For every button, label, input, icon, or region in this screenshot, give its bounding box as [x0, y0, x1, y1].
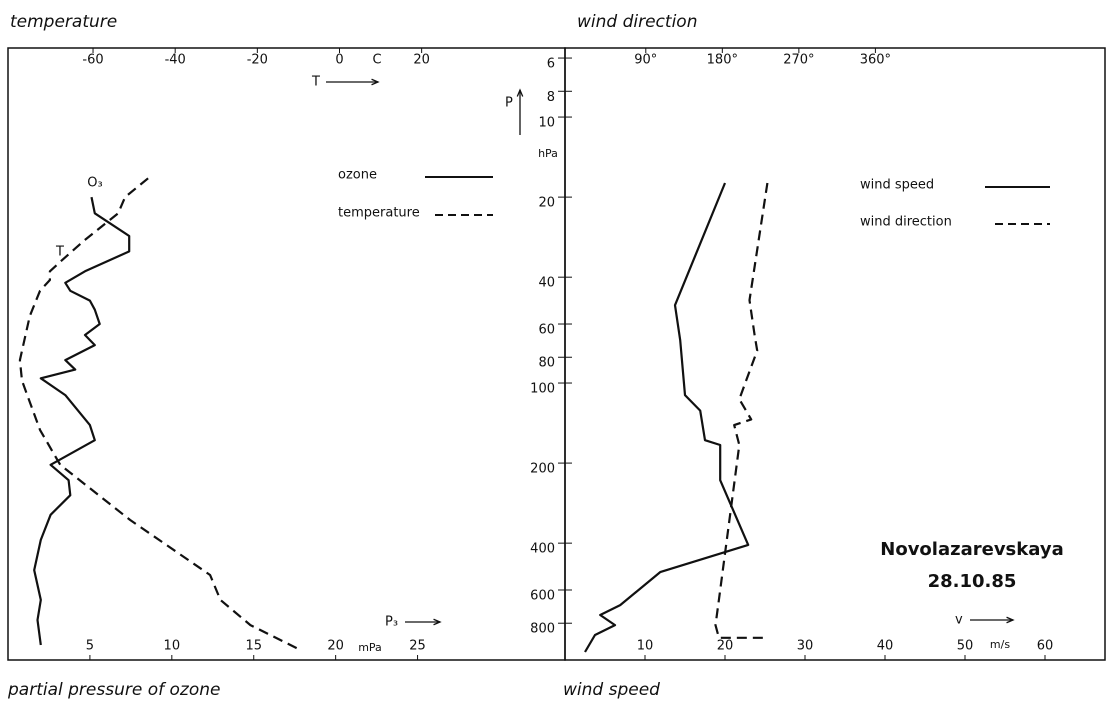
right-frame — [564, 47, 1106, 661]
legend-label: temperature — [338, 206, 420, 221]
y-tick-label: 100 — [530, 382, 555, 397]
bottom-tick-label: 10 — [164, 639, 181, 654]
top-tick-label: -20 — [247, 53, 268, 68]
bottom-tick-label: 25 — [409, 639, 426, 654]
bottom-unit: mPa — [358, 641, 382, 654]
y-tick-label: 10 — [538, 116, 555, 131]
bottom-tick-label: 30 — [797, 639, 814, 654]
top-symbol: T — [311, 75, 320, 90]
series-line — [18, 177, 301, 651]
bottom-tick-label: 40 — [877, 639, 894, 654]
legend-label: wind speed — [860, 178, 934, 193]
curve-label: O₃ — [87, 176, 102, 191]
annotation: 28.10.85 — [928, 571, 1017, 592]
bottom-symbol: v — [955, 613, 963, 628]
y-tick-label: 80 — [538, 356, 555, 371]
bottom-tick-label: 15 — [245, 639, 262, 654]
bottom-unit: m/s — [990, 638, 1010, 651]
bottom-symbol: P₃ — [385, 615, 398, 630]
bottom-arrow-head — [433, 618, 442, 626]
legend-label: ozone — [338, 168, 377, 183]
series-line — [33, 196, 131, 646]
bottom-arrow-head — [1006, 616, 1015, 624]
bottom-tick-label: 20 — [327, 639, 344, 654]
top-tick-label: 270° — [783, 53, 814, 68]
top-tick-label: 360° — [860, 53, 891, 68]
bottom-tick-label: 50 — [957, 639, 974, 654]
curve-label: T — [55, 245, 64, 260]
legend-label: wind direction — [860, 215, 952, 230]
y-tick-label: 800 — [530, 622, 555, 637]
bottom-tick-label: 60 — [1037, 639, 1054, 654]
top-tick-label: 180° — [707, 53, 738, 68]
top-tick-label: -40 — [165, 53, 186, 68]
y-tick-label: 600 — [530, 588, 555, 603]
top-axis-title: wind direction — [577, 12, 697, 32]
annotation: Novolazarevskaya — [880, 539, 1063, 560]
top-tick-label: 90° — [634, 53, 657, 68]
bottom-tick-label: 20 — [717, 639, 734, 654]
top-axis-title: temperature — [10, 12, 117, 32]
top-tick-label: -60 — [82, 53, 103, 68]
top-arrow-head — [371, 78, 380, 86]
bottom-tick-label: 10 — [637, 639, 654, 654]
bottom-axis-title: wind speed — [563, 680, 660, 700]
top-tick-label: 20 — [413, 53, 430, 68]
y-tick-label: 400 — [530, 542, 555, 557]
left-frame — [7, 47, 566, 661]
y-label: P — [505, 96, 513, 111]
top-unit: C — [372, 53, 381, 68]
bottom-tick-label: 5 — [86, 639, 94, 654]
top-tick-label: 0 — [335, 53, 343, 68]
y-unit: hPa — [538, 147, 558, 160]
y-tick-label: 6 — [547, 57, 555, 72]
y-tick-label: 8 — [547, 90, 555, 105]
y-tick-label: 200 — [530, 462, 555, 477]
y-arrow-head — [516, 88, 524, 97]
series-line — [584, 182, 750, 653]
bottom-axis-title: partial pressure of ozone — [7, 680, 220, 700]
y-tick-label: 20 — [538, 196, 555, 211]
series-line — [714, 182, 769, 639]
y-tick-label: 40 — [538, 276, 555, 291]
y-tick-label: 60 — [538, 323, 555, 338]
